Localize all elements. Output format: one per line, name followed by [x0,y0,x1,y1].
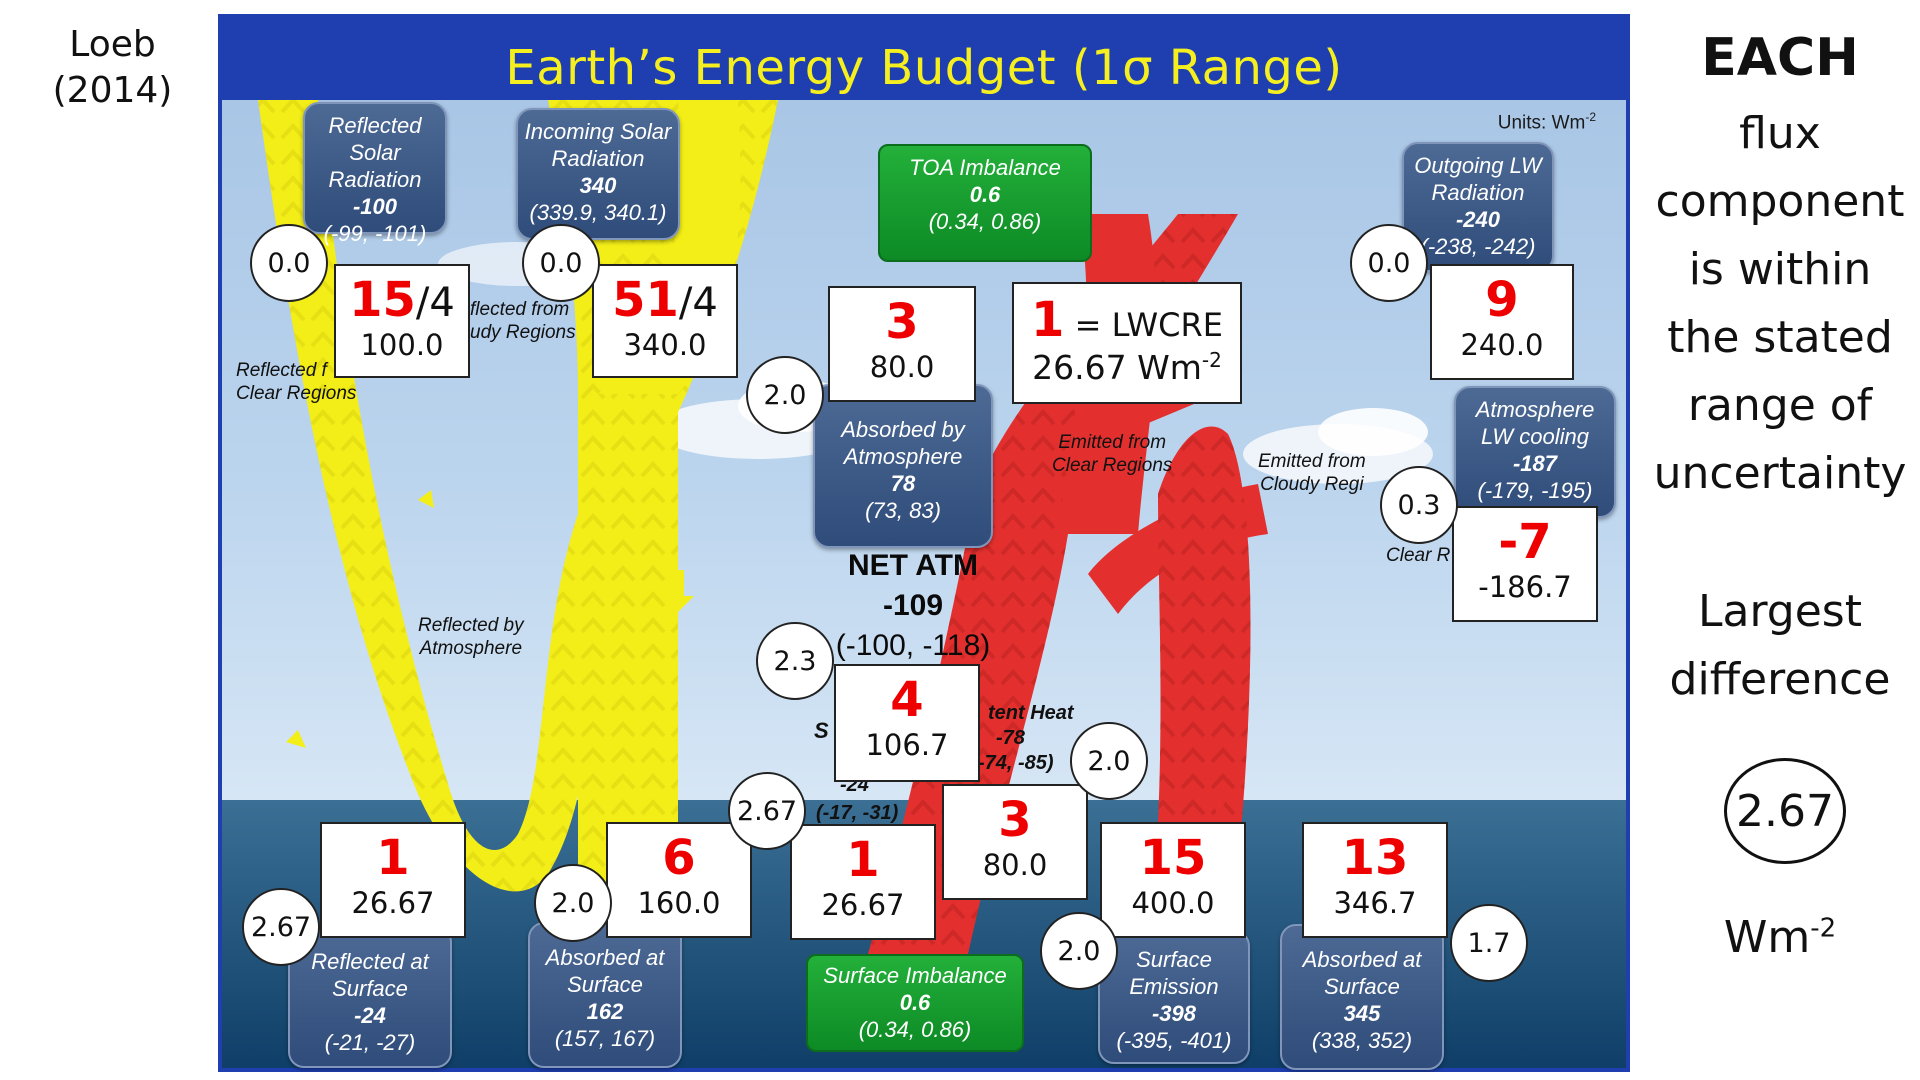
difference-circle: 2.67 [728,772,806,850]
difference-circle: 2.0 [1070,722,1148,800]
sensible-heat-label: S [814,718,829,743]
latent-heat-value: -78 [996,727,1025,749]
overlay-absorbed-surface: 6 160.0 [606,822,752,938]
units-label: Units: Wm-2 [1497,110,1596,134]
reflected-clear-label: Reflected f Clear Regions [236,360,357,404]
largest-difference-label: Largest difference [1669,586,1891,705]
overlay-sensible-heat: 1 26.67 [790,824,936,940]
down-arrow-icon [658,570,694,614]
overlay-latent-heat: 3 80.0 [942,784,1088,900]
net-atm-range: (-100, -118) [835,629,991,662]
difference-circle: 0.0 [1350,224,1428,302]
absorbed-surface-lw-box: Absorbed at Surface 345 (338, 352) [1280,924,1444,1070]
up-arrow-icon [286,730,306,748]
difference-circle: 2.0 [534,864,612,942]
surface-imbalance-box: Surface Imbalance 0.6 (0.34, 0.86) [806,954,1024,1052]
reflected-atmosphere-label: Reflected by Atmosphere [418,615,524,659]
latent-heat-range: -74, -85) [978,752,1054,774]
reflected-cloudy-label: flected from udy Regions [470,299,576,343]
overlay-incoming-solar: 51/4 340.0 [592,264,738,378]
net-atm-value: -109 [882,589,944,622]
surface-emission-box: Surface Emission -398 (-395, -401) [1098,930,1250,1064]
overlay-atm-lw-cooling: -7 -186.7 [1452,506,1598,622]
difference-circle: 0.3 [1380,466,1458,544]
up-arrow-icon [418,490,434,508]
side-unit: Wm-2 [1723,912,1837,963]
incoming-solar-box: Incoming Solar Radiation 340 (339.9, 340… [516,108,680,240]
outgoing-lw-box: Outgoing LW Radiation -240 (-238, -242) [1402,142,1554,272]
overlay-reflected-surface: 1 26.67 [320,822,466,938]
difference-circle: 2.3 [756,622,834,700]
atm-lw-cooling-box: Atmosphere LW cooling -187 (-179, -195) [1454,386,1616,518]
difference-circle: 1.7 [1450,904,1528,982]
sensible-heat-range: (-17, -31) [816,802,899,824]
down-arrow-icon [698,132,736,180]
absorbed-atmosphere-box: Absorbed by Atmosphere 78 (73, 83) [813,384,993,548]
diagram-title: Earth’s Energy Budget (1σ Range) [505,40,1343,96]
latent-heat-label: tent Heat [988,702,1074,724]
toa-imbalance-box: TOA Imbalance 0.6 (0.34, 0.86) [878,144,1092,262]
emitted-cloudy-label: Emitted from Cloudy Regi [1258,451,1366,495]
difference-circle: 2.0 [1040,912,1118,990]
overlay-outgoing-lw: 9 240.0 [1430,264,1574,380]
overlay-reflected-solar: 15/4 100.0 [334,264,470,378]
overlay-absorbed-surface-lw: 13 346.7 [1302,822,1448,938]
side-text: flux component is within the stated rang… [1653,108,1907,499]
absorbed-surface-box: Absorbed at Surface 162 (157, 167) [528,922,682,1068]
overlay-absorbed-atm: 3 80.0 [828,286,976,402]
cloud [1318,408,1428,456]
citation: Loeb (2014) [52,24,173,111]
clear-regions-label: Clear R [1386,545,1451,566]
overlay-surface-emission: 15 400.0 [1100,822,1246,938]
difference-circle: 0.0 [250,224,328,302]
difference-circle: 0.0 [522,224,600,302]
difference-circle: 2.67 [242,888,320,966]
reflected-solar-box: Reflected Solar Radiation -100 (-99, -10… [303,102,447,246]
emitted-clear-label: Emitted from Clear Regions [1052,432,1173,476]
largest-difference-circle: 2.67 [1724,758,1846,864]
overlay-net-atm: 4 106.7 [834,664,980,782]
side-heading: EACH [1701,28,1859,88]
net-atm-label: NET ATM -109 (-100, -118) [823,546,1003,666]
down-arrow-icon [1203,789,1233,814]
reflected-surface-box: Reflected at Surface -24 (-21, -27) [288,926,452,1068]
overlay-lwcre: 1 = LWCRE 26.67 Wm-2 [1012,282,1242,404]
difference-circle: 2.0 [746,356,824,434]
net-atm-title: NET ATM [848,549,978,582]
